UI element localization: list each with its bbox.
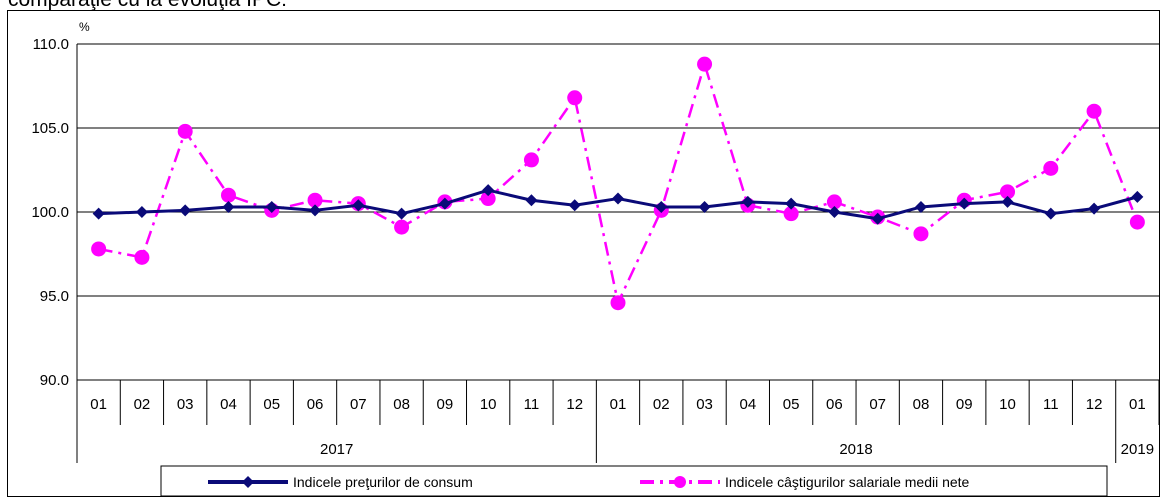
cpi-point (568, 199, 581, 212)
x-tick-label: 03 (177, 396, 194, 413)
cpi-point (265, 200, 278, 213)
wage-point (394, 219, 410, 235)
wage-series-line (98, 62, 1139, 304)
x-tick-label: 11 (1043, 396, 1059, 413)
wage-point (134, 249, 150, 265)
cpi-point (525, 194, 538, 207)
y-tick-label: 95.0 (40, 288, 69, 305)
x-tick-label: 12 (566, 396, 583, 413)
wage-point (826, 194, 842, 210)
x-tick-label: 05 (263, 396, 280, 413)
cpi-point (482, 184, 495, 197)
cpi-point (785, 197, 798, 210)
wage-point (91, 241, 107, 257)
wage-point (783, 206, 799, 222)
y-unit-label: % (79, 20, 90, 34)
gridlines (77, 43, 1159, 381)
x-tick-label: 03 (696, 396, 713, 413)
x-tick-label: 08 (913, 396, 930, 413)
x-tick-label: 10 (480, 396, 497, 413)
legend-wage-swatch-marker (674, 476, 686, 488)
cpi-point (1044, 207, 1057, 220)
legend-box (160, 465, 1108, 496)
cpi-point (438, 197, 451, 210)
x-tick-label: 01 (1129, 396, 1146, 413)
x-category-labels: 01 02 03 04 05 06 07 08 09 10 11 12 01 02 03 04 05 06 07 08… (90, 396, 1154, 458)
cpi-point (135, 206, 148, 218)
x-tick-label: 09 (956, 396, 973, 413)
x-tick-label: 12 (1086, 396, 1103, 413)
wage-point (177, 123, 193, 139)
cpi-point (828, 206, 841, 218)
cpi-point (871, 212, 884, 225)
y-tick-label: 105.0 (31, 120, 69, 137)
wage-point (697, 56, 713, 72)
wage-point (523, 152, 539, 168)
cpi-point (222, 200, 235, 213)
cpi-point (352, 199, 365, 212)
x-tick-label: 02 (653, 396, 670, 413)
legend-cpi-label: Indicele preţurilor de consum (293, 474, 473, 490)
x-tick-label: 06 (826, 396, 843, 413)
x-tick-label: 08 (393, 396, 410, 413)
axes (76, 44, 1159, 463)
cpi-point (92, 207, 105, 220)
wage-point (220, 187, 236, 203)
y-tick-label: 110.0 (33, 36, 69, 53)
x-tick-label: 07 (350, 396, 367, 413)
cpi-point (1001, 195, 1014, 208)
x-tick-label: 10 (999, 396, 1016, 413)
legend-wage-label: Indicele câştigurilor salariale medii ne… (725, 474, 970, 490)
cpi-point (395, 207, 408, 220)
wage-point (307, 192, 323, 208)
x-tick-label: 05 (783, 396, 800, 413)
cpi-point (179, 204, 192, 217)
x-tick-label: 09 (437, 396, 454, 413)
x-tick-label: 07 (869, 396, 886, 413)
x-tick-label: 04 (739, 396, 756, 413)
cpi-point (309, 204, 322, 217)
cpi-point (914, 200, 927, 213)
year-label: 2019 (1121, 441, 1154, 458)
cpi-point (958, 197, 971, 210)
chart-title-fragment: comparaţie cu la evoluţia IPC: (8, 0, 287, 12)
legend: Indicele preţurilor de consum Indicele câ… (160, 465, 1108, 496)
wage-point (1043, 160, 1059, 176)
legend-cpi-swatch-marker (242, 476, 254, 488)
cpi-point (655, 200, 668, 213)
x-tick-label: 04 (220, 396, 237, 413)
cpi-point (1131, 190, 1144, 203)
chart-frame: 90.0 95.0 100.0 105.0 110.0% 01 02 03 04 05 06 07 0… (7, 10, 1160, 497)
x-tick-label: 06 (307, 396, 324, 413)
x-tick-label: 02 (134, 396, 151, 413)
wage-point (1000, 184, 1016, 200)
cpi-point (612, 192, 624, 205)
x-tick-label: 11 (524, 396, 540, 413)
cpi-point (698, 200, 711, 213)
wage-point (1086, 103, 1102, 119)
year-label: 2017 (320, 441, 353, 458)
wage-point (1129, 214, 1145, 230)
y-tick-label: 90.0 (40, 372, 69, 389)
cpi-point (741, 195, 754, 208)
series-group (91, 56, 1145, 311)
y-tick-labels: 90.0 95.0 100.0 105.0 110.0% (31, 20, 90, 389)
wage-point (610, 295, 626, 311)
wage-point (913, 226, 929, 242)
x-tick-label: 01 (90, 396, 107, 413)
year-label: 2018 (839, 441, 872, 458)
wage-point (567, 90, 583, 106)
wage-point (480, 191, 496, 207)
y-tick-label: 100.0 (31, 204, 69, 221)
x-tick-label: 01 (610, 396, 627, 413)
cpi-point (1088, 202, 1101, 215)
